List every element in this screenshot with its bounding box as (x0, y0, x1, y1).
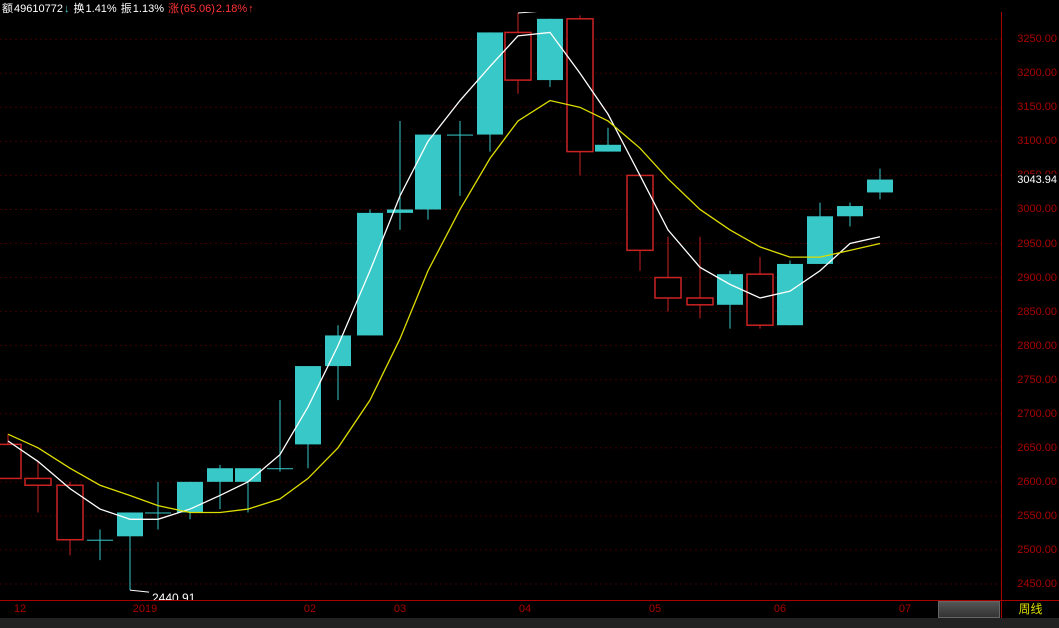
y-axis-tick: 2700.00 (1017, 408, 1057, 420)
x-axis-tick: 04 (519, 603, 531, 615)
chart-scrollbar[interactable] (938, 601, 1000, 618)
x-axis-tick: 02 (304, 603, 316, 615)
x-axis-tick: 05 (649, 603, 661, 615)
x-axis-tick: 07 (899, 603, 911, 615)
x-axis-tick: 2019 (133, 603, 157, 615)
x-axis-tick: 12 (14, 603, 26, 615)
x-axis-tick: 06 (774, 603, 786, 615)
y-axis-tick: 3200.00 (1017, 67, 1057, 79)
y-axis-tick: 2800.00 (1017, 340, 1057, 352)
chart-container: 额49610772↓ 换1.41% 振1.13% 涨(65.06)2.18%↑ … (0, 0, 1059, 628)
y-axis-tick: 3250.00 (1017, 33, 1057, 45)
x-axis: 12 2019 02 03 04 05 06 07 (0, 600, 1002, 618)
y-axis-tick: 3150.00 (1017, 101, 1057, 113)
y-axis-tick: 2500.00 (1017, 544, 1057, 556)
candlestick-chart[interactable]: 3288.452440.91 (0, 12, 1002, 601)
y-axis-tick: 3100.00 (1017, 135, 1057, 147)
period-label[interactable]: 周线 (1001, 600, 1059, 618)
price-marker: 3043.94 (1015, 174, 1059, 186)
y-axis-tick: 2450.00 (1017, 578, 1057, 590)
y-axis-tick: 2850.00 (1017, 306, 1057, 318)
y-axis-tick: 2750.00 (1017, 374, 1057, 386)
y-axis-tick: 2550.00 (1017, 510, 1057, 522)
x-axis-tick: 03 (394, 603, 406, 615)
y-axis-tick: 2650.00 (1017, 442, 1057, 454)
y-axis: 2450.00 2500.00 2550.00 2600.00 2650.00 2700.… (1001, 12, 1059, 601)
y-axis-tick: 2950.00 (1017, 238, 1057, 250)
bottom-strip (0, 618, 1059, 628)
y-axis-tick: 3000.00 (1017, 203, 1057, 215)
y-axis-tick: 2600.00 (1017, 476, 1057, 488)
header-bar: 额49610772↓ 换1.41% 振1.13% 涨(65.06)2.18%↑ (0, 0, 1059, 12)
y-axis-tick: 2900.00 (1017, 272, 1057, 284)
